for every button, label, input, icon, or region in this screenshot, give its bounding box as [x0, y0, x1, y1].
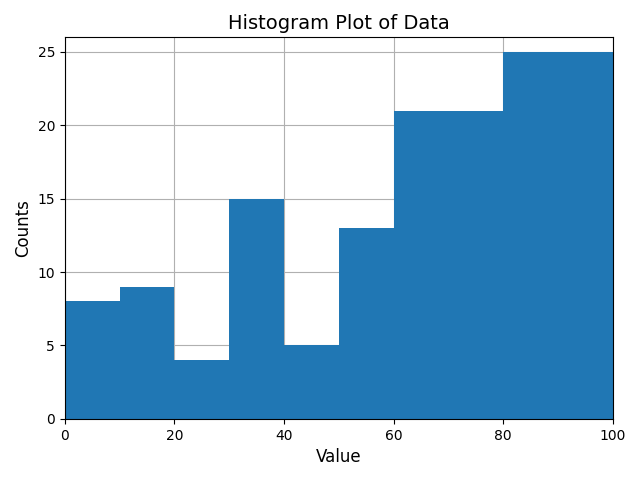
Bar [229, 199, 284, 419]
Bar [284, 346, 339, 419]
X-axis label: Value: Value [316, 448, 362, 466]
Bar [175, 360, 229, 419]
Y-axis label: Counts: Counts [14, 199, 32, 257]
Title: Histogram Plot of Data: Histogram Plot of Data [228, 14, 450, 33]
Bar [65, 301, 120, 419]
Bar [394, 110, 503, 419]
Bar [120, 287, 175, 419]
Bar [339, 228, 394, 419]
Bar [503, 52, 613, 419]
